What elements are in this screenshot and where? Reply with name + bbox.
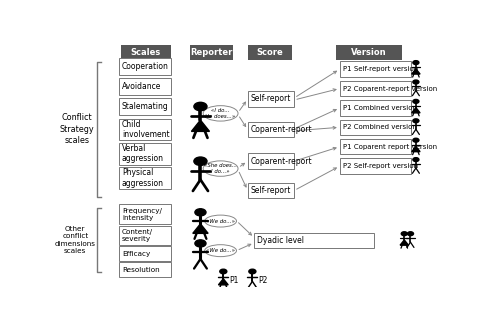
Text: Coparent-report: Coparent-report <box>251 125 312 134</box>
Text: P2: P2 <box>258 276 268 285</box>
Circle shape <box>408 232 414 236</box>
Text: P1 Combined version: P1 Combined version <box>343 105 417 111</box>
FancyBboxPatch shape <box>340 81 411 96</box>
Circle shape <box>413 158 419 162</box>
Text: Cooperation: Cooperation <box>122 62 169 71</box>
FancyBboxPatch shape <box>119 262 171 277</box>
FancyBboxPatch shape <box>248 183 294 198</box>
Text: Dyadic level: Dyadic level <box>258 236 304 245</box>
FancyBboxPatch shape <box>254 233 374 248</box>
Circle shape <box>413 138 419 142</box>
Text: Physical
aggression: Physical aggression <box>122 168 164 188</box>
Text: Reporter: Reporter <box>190 48 233 57</box>
FancyBboxPatch shape <box>340 100 411 116</box>
Circle shape <box>194 157 207 165</box>
FancyBboxPatch shape <box>119 167 171 189</box>
FancyBboxPatch shape <box>340 158 411 174</box>
Circle shape <box>413 119 419 123</box>
FancyBboxPatch shape <box>248 91 294 107</box>
FancyBboxPatch shape <box>120 45 171 60</box>
Circle shape <box>413 99 419 103</box>
FancyBboxPatch shape <box>190 45 233 60</box>
FancyBboxPatch shape <box>119 119 171 141</box>
FancyBboxPatch shape <box>248 122 294 138</box>
FancyBboxPatch shape <box>119 58 171 75</box>
Text: «We do...»: «We do...» <box>206 219 235 224</box>
Text: «We do...»: «We do...» <box>206 248 235 253</box>
Text: Version: Version <box>351 48 386 57</box>
Ellipse shape <box>203 106 238 121</box>
Text: Self-report: Self-report <box>251 94 291 103</box>
FancyBboxPatch shape <box>340 61 411 77</box>
Text: P2 Coparent-report version: P2 Coparent-report version <box>343 86 437 91</box>
Circle shape <box>195 240 206 247</box>
Text: Stalemating: Stalemating <box>122 102 168 111</box>
Text: Score: Score <box>256 48 283 57</box>
Polygon shape <box>192 120 210 131</box>
Polygon shape <box>400 240 408 245</box>
Circle shape <box>220 269 227 274</box>
Text: Content/
severity: Content/ severity <box>122 229 153 242</box>
Text: P2 Combined version: P2 Combined version <box>343 124 416 130</box>
Polygon shape <box>218 279 228 285</box>
Text: Conflict
Strategy
scales: Conflict Strategy scales <box>60 113 94 145</box>
FancyBboxPatch shape <box>119 246 171 261</box>
FancyBboxPatch shape <box>248 45 292 60</box>
FancyBboxPatch shape <box>119 226 171 245</box>
Polygon shape <box>412 69 420 74</box>
FancyBboxPatch shape <box>340 139 411 154</box>
Circle shape <box>413 61 419 65</box>
FancyBboxPatch shape <box>340 120 411 135</box>
Ellipse shape <box>203 161 238 176</box>
Circle shape <box>402 232 407 236</box>
Text: Self-report: Self-report <box>251 186 291 195</box>
Text: «I do...
He does...»: «I do... He does...» <box>206 108 236 119</box>
Text: Efficacy: Efficacy <box>122 251 150 257</box>
Circle shape <box>413 80 419 84</box>
Polygon shape <box>193 224 208 234</box>
Ellipse shape <box>204 245 236 257</box>
Text: Child
involvement: Child involvement <box>122 120 170 139</box>
Text: Frequency/
intensity: Frequency/ intensity <box>122 208 162 221</box>
FancyBboxPatch shape <box>119 204 171 224</box>
FancyBboxPatch shape <box>336 45 402 60</box>
FancyBboxPatch shape <box>119 143 171 165</box>
FancyBboxPatch shape <box>248 153 294 169</box>
Ellipse shape <box>204 215 236 227</box>
Text: P1: P1 <box>229 276 238 285</box>
Text: Scales: Scales <box>130 48 161 57</box>
Text: Resolution: Resolution <box>122 266 160 273</box>
Text: Avoidance: Avoidance <box>122 82 162 91</box>
Circle shape <box>194 102 207 111</box>
Text: Verbal
aggression: Verbal aggression <box>122 144 164 163</box>
FancyBboxPatch shape <box>119 98 171 115</box>
FancyBboxPatch shape <box>119 78 171 95</box>
Text: P1 Coparent report version: P1 Coparent report version <box>343 144 437 150</box>
Circle shape <box>195 209 206 216</box>
Text: P2 Self-report version: P2 Self-report version <box>343 163 418 169</box>
Polygon shape <box>412 108 420 113</box>
Circle shape <box>249 269 256 274</box>
Text: «She does...
I do...»: «She does... I do...» <box>204 163 237 174</box>
Text: P1 Self-report version: P1 Self-report version <box>343 66 418 72</box>
Text: Other
conflict
dimensions
scales: Other conflict dimensions scales <box>55 226 96 254</box>
Text: Coparent-report: Coparent-report <box>251 157 312 166</box>
Polygon shape <box>412 146 420 152</box>
